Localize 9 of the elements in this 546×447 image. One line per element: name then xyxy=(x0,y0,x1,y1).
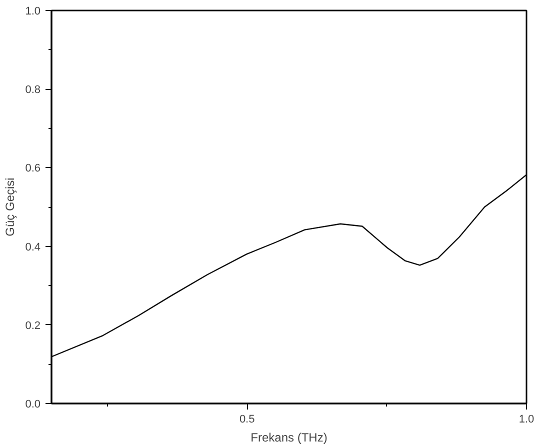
y-axis-title: Güç Geçisi xyxy=(3,178,18,236)
y-tick-label: 0.0 xyxy=(25,398,41,410)
x-tick-label: 0.5 xyxy=(239,414,255,426)
y-tick-label: 1.0 xyxy=(25,6,41,18)
x-axis-title: Frekans (THz) xyxy=(250,430,328,444)
y-tick-label: 0.2 xyxy=(25,320,41,332)
y-tick-label: 0.8 xyxy=(25,84,41,96)
y-tick-label: 0.6 xyxy=(25,162,41,175)
y-tick-label: 0.4 xyxy=(25,241,41,254)
